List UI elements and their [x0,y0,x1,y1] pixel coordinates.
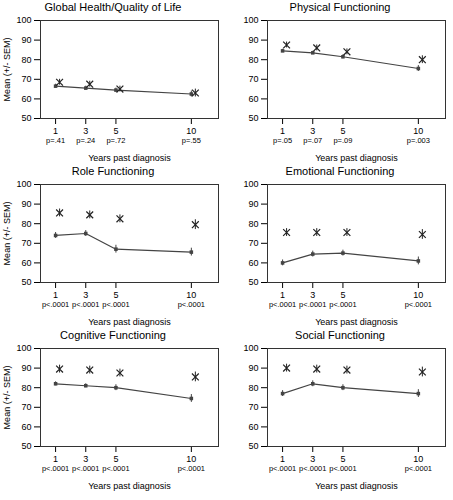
svg-text:70: 70 [21,238,31,248]
svg-text:80: 80 [248,383,258,393]
svg-text:5: 5 [113,290,118,300]
svg-text:10: 10 [413,126,423,136]
svg-text:50: 50 [21,441,31,451]
svg-text:10: 10 [413,454,423,464]
svg-text:3: 3 [310,126,315,136]
svg-text:60: 60 [21,258,31,268]
svg-text:100: 100 [243,179,258,189]
svg-text:100: 100 [16,343,31,353]
html-text:Physical Functioning: Physical Functioning [289,1,391,13]
svg-text:70: 70 [21,74,31,84]
svg-text:100: 100 [16,15,31,25]
svg-text:100: 100 [16,179,31,189]
svg-text:60: 60 [21,422,31,432]
svg-text:3: 3 [310,454,315,464]
svg-text:100: 100 [243,343,258,353]
svg-text:1: 1 [53,126,58,136]
svg-text:p<.0001: p<.0001 [42,300,69,309]
svg-text:p<.0001: p<.0001 [329,300,356,309]
svg-text:60: 60 [21,94,31,104]
svg-text:5: 5 [113,126,118,136]
svg-text:90: 90 [248,35,258,45]
svg-text:1: 1 [53,454,58,464]
svg-text:1: 1 [53,290,58,300]
svg-text:Years past diagnosis: Years past diagnosis [88,481,171,491]
svg-text:90: 90 [21,35,31,45]
svg-text:3: 3 [83,290,88,300]
svg-text:p=.41: p=.41 [46,136,65,145]
svg-text:5: 5 [340,126,345,136]
svg-text:p<.0001: p<.0001 [178,300,205,309]
svg-text:p<.0001: p<.0001 [269,464,296,473]
svg-text:90: 90 [21,199,31,209]
svg-text:5: 5 [113,454,118,464]
svg-text:p=.24: p=.24 [76,136,95,145]
svg-text:p=.07: p=.07 [303,136,322,145]
svg-text:p<.0001: p<.0001 [405,464,432,473]
svg-text:50: 50 [248,277,258,287]
svg-text:p<.0001: p<.0001 [102,464,129,473]
svg-text:Mean (+/- SEM): Mean (+/- SEM) [2,202,12,266]
svg-text:70: 70 [248,402,258,412]
html-text:Social Functioning: Social Functioning [295,329,385,341]
svg-text:3: 3 [83,454,88,464]
svg-text:90: 90 [21,363,31,373]
svg-text:p=.003: p=.003 [407,136,430,145]
svg-text:p=.09: p=.09 [333,136,352,145]
html-text:Emotional Functioning: Emotional Functioning [285,165,395,177]
svg-text:50: 50 [21,113,31,123]
svg-text:10: 10 [186,454,196,464]
svg-text:90: 90 [248,199,258,209]
svg-text:80: 80 [21,55,31,65]
svg-text:60: 60 [248,94,258,104]
svg-text:80: 80 [248,219,258,229]
svg-text:1: 1 [280,290,285,300]
svg-text:1: 1 [280,126,285,136]
svg-text:80: 80 [21,219,31,229]
svg-text:5: 5 [340,454,345,464]
svg-text:Years past diagnosis: Years past diagnosis [88,317,171,327]
svg-text:50: 50 [248,441,258,451]
svg-text:p<.0001: p<.0001 [329,464,356,473]
svg-text:Years past diagnosis: Years past diagnosis [88,153,171,163]
svg-text:60: 60 [248,422,258,432]
html-text:Role Functioning: Role Functioning [71,165,155,177]
svg-text:80: 80 [248,55,258,65]
svg-text:p<.0001: p<.0001 [299,464,326,473]
svg-text:p<.0001: p<.0001 [72,300,99,309]
html-text:Global Health/Quality of Life: Global Health/Quality of Life [44,1,182,13]
svg-text:50: 50 [248,113,258,123]
svg-text:1: 1 [280,454,285,464]
svg-text:p<.0001: p<.0001 [42,464,69,473]
svg-text:p=.05: p=.05 [273,136,292,145]
svg-text:5: 5 [340,290,345,300]
svg-text:p<.0001: p<.0001 [178,464,205,473]
svg-text:p<.0001: p<.0001 [299,300,326,309]
svg-text:70: 70 [21,402,31,412]
svg-text:90: 90 [248,363,258,373]
svg-text:70: 70 [248,238,258,248]
svg-text:70: 70 [248,74,258,84]
svg-text:p<.0001: p<.0001 [72,464,99,473]
svg-text:100: 100 [243,15,258,25]
svg-text:p<.0001: p<.0001 [405,300,432,309]
html-text:Cognitive Functioning: Cognitive Functioning [60,329,166,341]
svg-text:Mean (+/- SEM): Mean (+/- SEM) [2,366,12,430]
svg-text:p<.0001: p<.0001 [269,300,296,309]
svg-text:10: 10 [186,126,196,136]
svg-text:3: 3 [310,290,315,300]
svg-text:10: 10 [186,290,196,300]
svg-text:10: 10 [413,290,423,300]
svg-text:p=.72: p=.72 [106,136,125,145]
svg-text:p<.0001: p<.0001 [102,300,129,309]
svg-text:p=.55: p=.55 [182,136,201,145]
svg-text:50: 50 [21,277,31,287]
svg-text:80: 80 [21,383,31,393]
svg-text:3: 3 [83,126,88,136]
svg-text:Mean (+/- SEM): Mean (+/- SEM) [2,38,12,102]
svg-text:Years past diagnosis: Years past diagnosis [315,317,398,327]
svg-text:Years past diagnosis: Years past diagnosis [315,153,398,163]
svg-text:Years past diagnosis: Years past diagnosis [315,481,398,491]
svg-text:60: 60 [248,258,258,268]
